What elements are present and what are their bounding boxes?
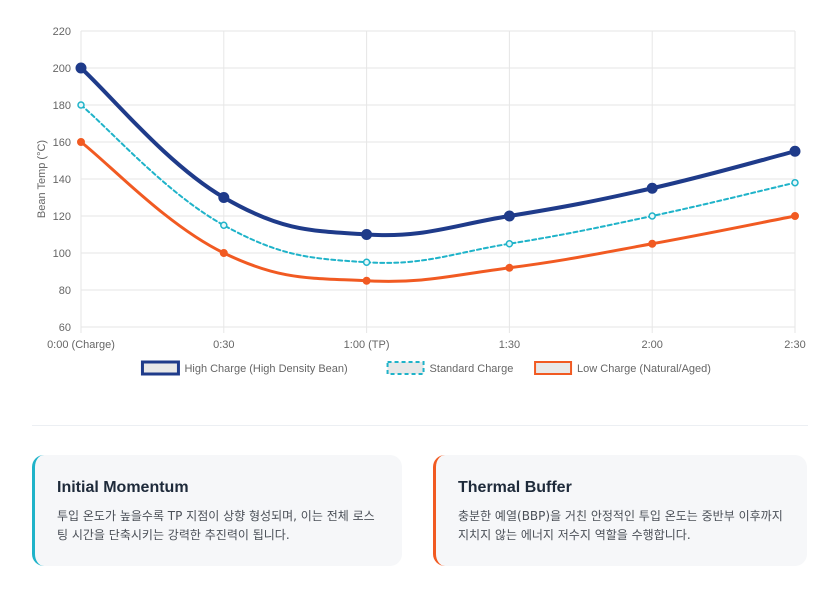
data-point <box>362 258 371 266</box>
data-point <box>219 249 228 257</box>
card-title: Thermal Buffer <box>458 479 572 496</box>
y-tick-label: 60 <box>59 322 71 334</box>
series-line <box>79 66 797 238</box>
legend-swatch <box>386 361 425 375</box>
card-title: Initial Momentum <box>57 479 189 496</box>
data-point <box>789 145 801 157</box>
card-text: 투입 온도가 높을수록 TP 지점이 상향 형성되며, 이는 전체 로스팅 시간… <box>57 509 375 542</box>
data-point <box>362 276 371 285</box>
legend-label: Low Charge (Natural/Aged) <box>577 363 711 375</box>
y-tick-label: 220 <box>53 26 71 38</box>
data-point <box>503 210 515 222</box>
data-point <box>361 229 373 240</box>
y-tick-label: 200 <box>53 63 71 75</box>
x-tick-label: 1:00 (TP) <box>344 339 390 351</box>
legend-swatch <box>534 361 573 375</box>
initial-momentum-card: Initial Momentum 투입 온도가 높을수록 TP 지점이 상향 형… <box>32 455 402 566</box>
y-tick-label: 160 <box>53 137 71 149</box>
data-point <box>77 101 85 109</box>
data-point <box>218 192 230 203</box>
legend-label: High Charge (High Density Bean) <box>184 363 347 375</box>
bean-temp-line-chart: 60 80 100 120 140 160 180 200 220 0:00 (Charge) 0:… <box>36 26 806 376</box>
data-point <box>505 240 514 248</box>
x-tick-label: 1:30 <box>499 339 520 351</box>
x-tick-label: 0:30 <box>213 339 234 351</box>
y-tick-label: 80 <box>59 285 71 297</box>
y-tick-label: 100 <box>53 248 71 260</box>
data-point <box>791 178 799 187</box>
data-point <box>220 221 228 229</box>
data-point <box>505 263 514 272</box>
section-divider <box>32 425 808 426</box>
card-text: 충분한 예열(BBP)을 거친 안정적인 투입 온도는 중반부 이후까지 지치지… <box>458 509 783 542</box>
series-line <box>80 104 796 264</box>
data-point <box>77 138 85 146</box>
data-point <box>791 212 799 220</box>
y-tick-label: 140 <box>53 174 71 186</box>
data-point <box>75 62 87 74</box>
y-tick-label: 180 <box>53 100 71 112</box>
data-point <box>648 239 657 248</box>
legend-swatch <box>140 360 180 376</box>
data-point <box>646 182 658 194</box>
legend-label: Standard Charge <box>430 363 514 375</box>
y-tick-label: 120 <box>53 211 71 223</box>
x-tick-label: 2:00 <box>641 339 662 351</box>
y-axis-label: Bean Temp (°C) <box>36 140 48 218</box>
data-point <box>648 212 656 220</box>
thermal-buffer-card: Thermal Buffer 충분한 예열(BBP)을 거친 안정적인 투입 온… <box>433 455 807 566</box>
x-tick-label: 2:30 <box>784 339 805 351</box>
x-tick-label: 0:00 (Charge) <box>47 339 115 351</box>
series-line <box>79 140 797 283</box>
